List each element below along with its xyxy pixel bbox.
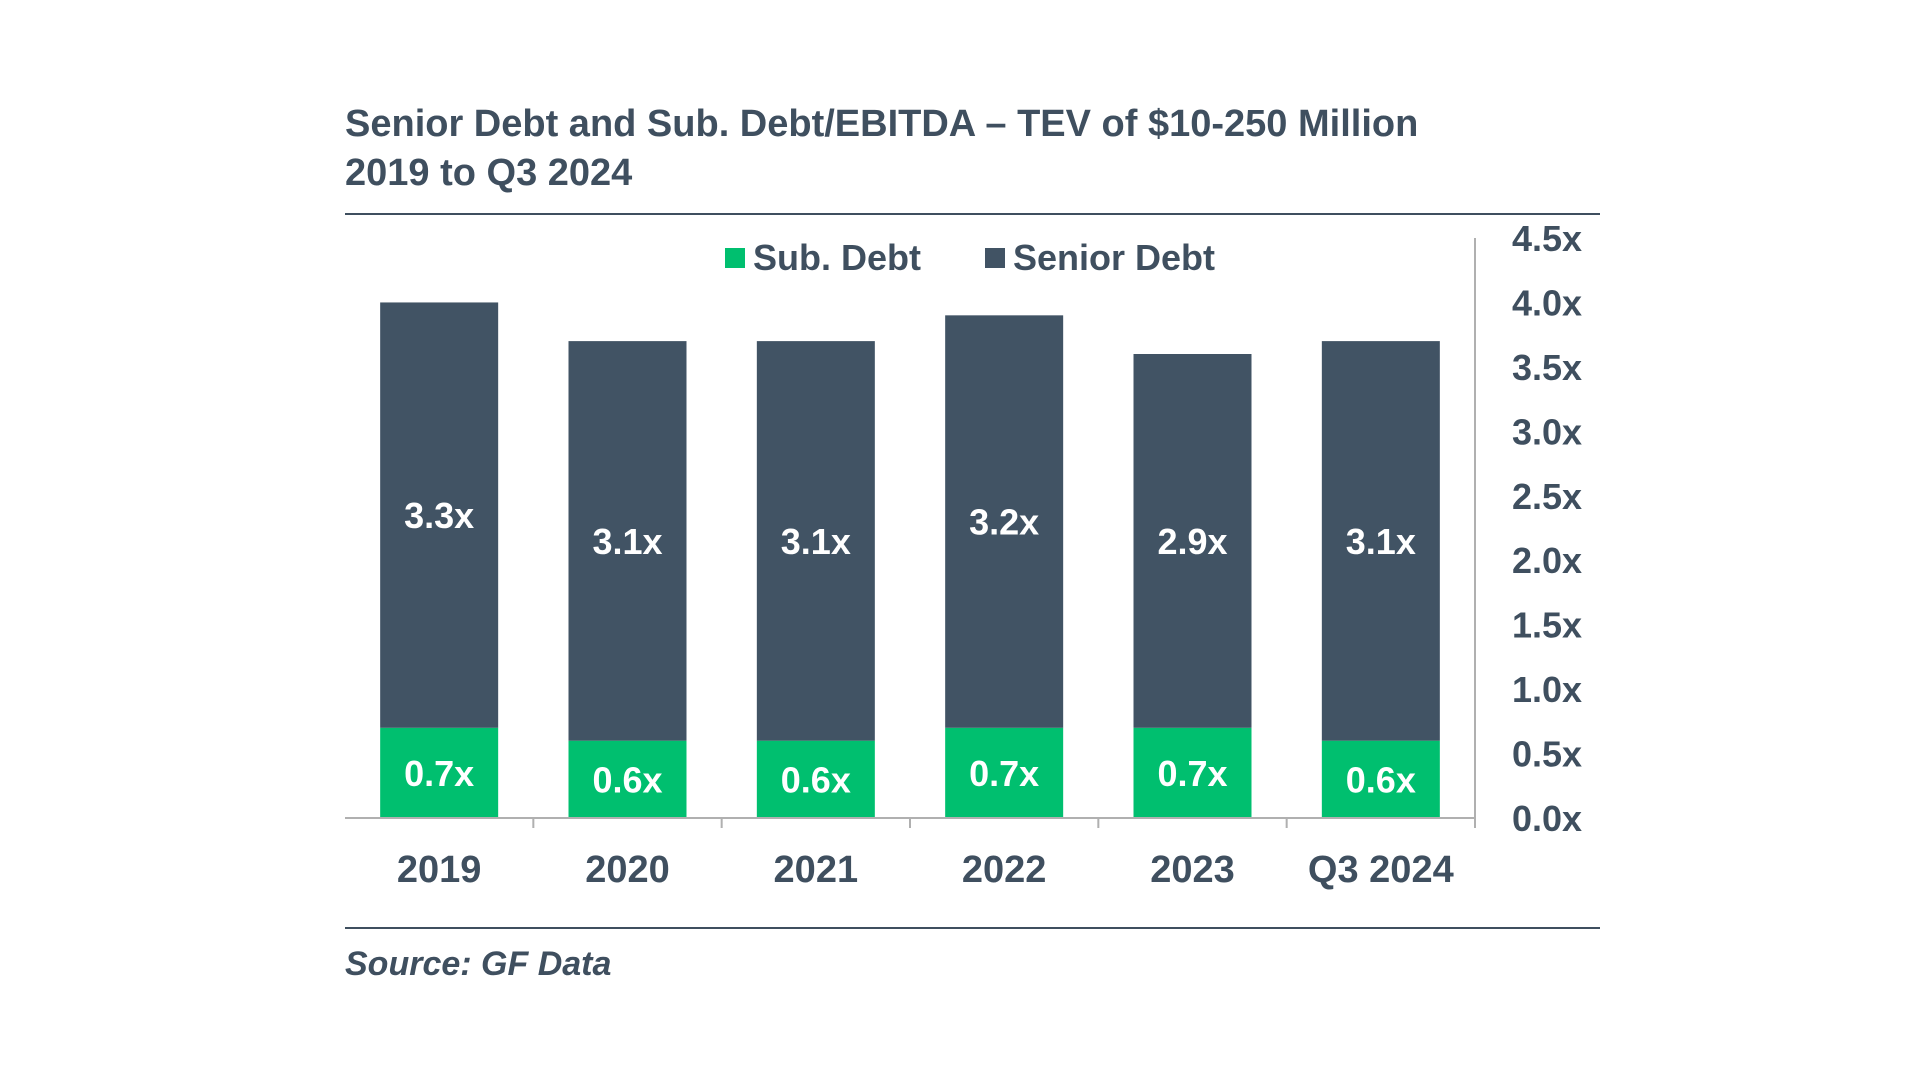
y-tick-label-0: 0.0x [1512, 798, 1582, 839]
bar-senior-debt-0 [380, 302, 499, 728]
x-tick-label-1: 2020 [585, 849, 670, 891]
x-tick-label-4: 2023 [1150, 849, 1235, 891]
y-tick-label-8: 4.0x [1512, 282, 1582, 323]
y-tick-label-3: 1.5x [1512, 605, 1582, 646]
bottom-rule [345, 927, 1600, 929]
bar-sub-debt-5 [1321, 740, 1440, 818]
data-label-senior-debt-5: 3.1x [1346, 521, 1416, 562]
y-tick-label-4: 2.0x [1512, 540, 1582, 581]
data-label-sub-debt-3: 0.7x [969, 753, 1039, 794]
bar-sub-debt-2 [756, 740, 875, 818]
y-tick-label-9: 4.5x [1512, 218, 1582, 259]
x-tick-label-5: Q3 2024 [1308, 849, 1454, 891]
legend-label-sub-debt: Sub. Debt [753, 237, 921, 278]
source-note: Source: GF Data [345, 945, 612, 983]
data-label-senior-debt-3: 3.2x [969, 502, 1039, 543]
bar-senior-debt-4 [1133, 354, 1252, 728]
top-rule [345, 213, 1600, 215]
legend-label-senior-debt: Senior Debt [1013, 237, 1215, 278]
bar-senior-debt-3 [945, 315, 1064, 728]
data-label-senior-debt-2: 3.1x [781, 521, 851, 562]
y-tick-label-5: 2.5x [1512, 476, 1582, 517]
y-tick-label-2: 1.0x [1512, 669, 1582, 710]
x-tick-label-2: 2021 [774, 849, 859, 891]
bar-sub-debt-3 [945, 727, 1064, 818]
data-label-senior-debt-0: 3.3x [404, 495, 474, 536]
bar-senior-debt-5 [1321, 341, 1440, 741]
data-label-sub-debt-2: 0.6x [781, 759, 851, 800]
bar-sub-debt-0 [380, 727, 499, 818]
data-label-senior-debt-4: 2.9x [1157, 521, 1227, 562]
data-label-sub-debt-0: 0.7x [404, 753, 474, 794]
y-tick-label-6: 3.0x [1512, 411, 1582, 452]
y-tick-label-7: 3.5x [1512, 347, 1582, 388]
data-label-sub-debt-4: 0.7x [1157, 753, 1227, 794]
data-label-senior-debt-1: 3.1x [592, 521, 662, 562]
legend-swatch-sub-debt [725, 248, 745, 268]
x-tick-label-0: 2019 [397, 849, 482, 891]
bar-sub-debt-4 [1133, 727, 1252, 818]
bar-senior-debt-1 [568, 341, 687, 741]
bar-sub-debt-1 [568, 740, 687, 818]
legend-swatch-senior-debt [985, 248, 1005, 268]
bar-senior-debt-2 [756, 341, 875, 741]
x-tick-label-3: 2022 [962, 849, 1047, 891]
data-label-sub-debt-5: 0.6x [1346, 759, 1416, 800]
chart-title: Senior Debt and Sub. Debt/EBITDA – TEV o… [345, 103, 1419, 145]
chart-subtitle: 2019 to Q3 2024 [345, 152, 633, 194]
y-tick-label-1: 0.5x [1512, 734, 1582, 775]
data-label-sub-debt-1: 0.6x [592, 759, 662, 800]
